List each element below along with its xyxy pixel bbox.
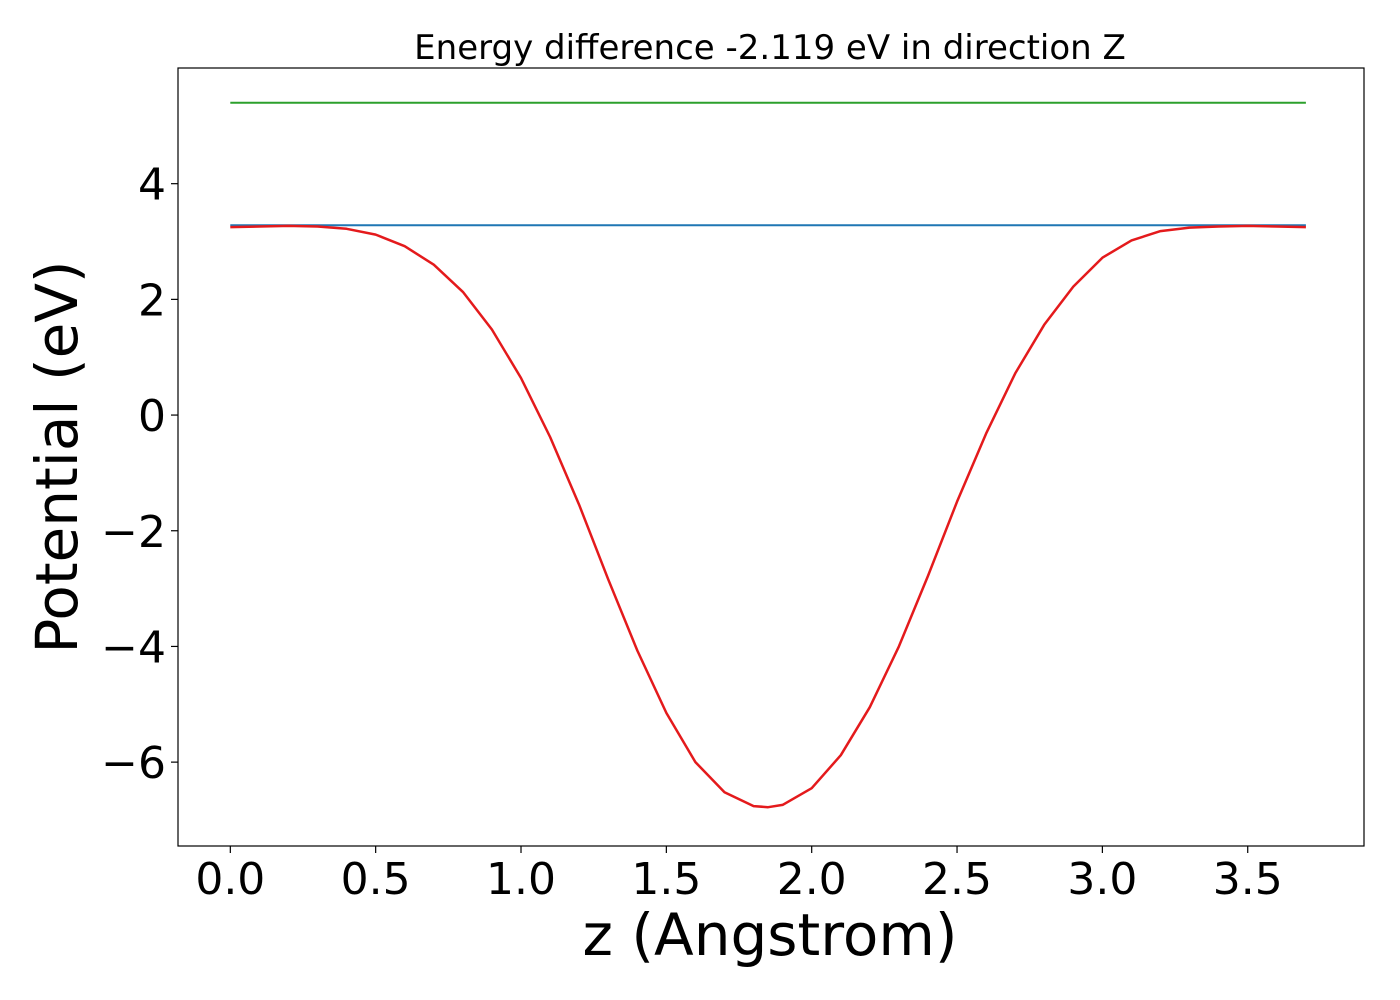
- y-tick-label: −2: [101, 507, 166, 558]
- y-tick-label: −6: [101, 738, 166, 789]
- y-axis-title: Potential (eV): [23, 260, 91, 653]
- y-tick-label: 4: [138, 160, 166, 211]
- x-tick-label: 0.5: [341, 854, 411, 905]
- chart-title: Energy difference -2.119 eV in direction…: [414, 28, 1126, 68]
- y-tick-label: 0: [138, 391, 166, 442]
- series-line-3: [230, 224, 1306, 809]
- x-tick-label: 2.5: [922, 854, 992, 905]
- x-axis: 0.0 0.5 1.0 1.5 2.0 2.5 3.0 3.5: [195, 846, 1283, 905]
- x-tick-label: 2.0: [777, 854, 847, 905]
- series-layer: [230, 101, 1306, 809]
- x-tick-label: 3.5: [1213, 854, 1283, 905]
- y-axis: −6 −4 −2 0 2 4: [101, 160, 178, 789]
- y-tick-label: 2: [138, 275, 166, 326]
- y-tick-label: −4: [101, 622, 166, 673]
- x-tick-label: 1.5: [631, 854, 701, 905]
- plot-frame: [177, 67, 1365, 847]
- x-axis-title: z (Angstrom): [583, 901, 958, 969]
- x-tick-label: 3.0: [1067, 854, 1137, 905]
- x-tick-label: 1.0: [486, 854, 556, 905]
- x-tick-label: 0.0: [195, 854, 265, 905]
